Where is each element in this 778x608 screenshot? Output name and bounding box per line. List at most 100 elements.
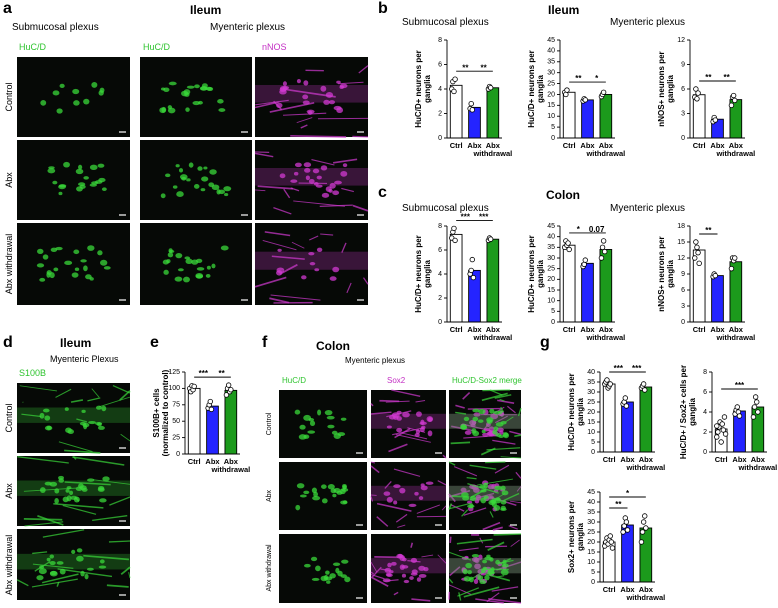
cell xyxy=(386,425,392,429)
y-tick-label: 0 xyxy=(438,135,442,142)
y-tick-label: 10 xyxy=(547,113,555,120)
y-tick-label: 6 xyxy=(438,247,442,254)
cell xyxy=(308,252,315,256)
ganglion-band xyxy=(17,553,130,570)
fiber xyxy=(500,406,505,413)
cell xyxy=(167,107,176,114)
data-point xyxy=(728,102,735,109)
x-tick-label: Abx withdrawal xyxy=(716,141,756,158)
x-tick-label: Ctrl xyxy=(449,141,463,150)
fiber xyxy=(448,578,454,584)
x-tick-label: Abx xyxy=(205,457,220,466)
cell xyxy=(306,109,315,114)
fiber xyxy=(449,536,452,544)
fiber xyxy=(119,390,131,401)
cell xyxy=(67,429,74,435)
cell xyxy=(99,498,107,503)
cell xyxy=(81,409,86,414)
data-point xyxy=(732,97,738,104)
cell xyxy=(73,100,80,106)
y-tick-label: 25 xyxy=(547,80,555,87)
fiber xyxy=(338,81,364,85)
cell xyxy=(39,277,46,282)
fiber xyxy=(481,392,508,402)
cell xyxy=(309,420,316,426)
cell xyxy=(44,415,51,421)
cell xyxy=(39,412,45,419)
y-tick-label: 12 xyxy=(677,37,685,44)
cell xyxy=(277,248,282,252)
data-point xyxy=(755,409,761,415)
micrograph xyxy=(17,140,130,220)
cell xyxy=(393,415,399,420)
cell xyxy=(330,488,337,494)
fiber xyxy=(91,388,100,398)
row-label: Abx withdrawal xyxy=(4,534,14,596)
cell xyxy=(73,249,80,255)
bar xyxy=(602,383,616,453)
cell xyxy=(64,260,73,265)
micrograph xyxy=(140,140,252,220)
data-point xyxy=(730,92,737,99)
cell xyxy=(332,562,341,566)
fiber xyxy=(42,573,79,584)
cell xyxy=(321,192,330,198)
cell xyxy=(54,497,59,504)
significance-label: * xyxy=(577,225,581,234)
cell xyxy=(325,92,334,98)
cell xyxy=(410,572,418,576)
fiber xyxy=(32,551,48,555)
cell xyxy=(279,173,286,179)
cell xyxy=(393,484,401,489)
channel-label: S100B xyxy=(19,368,47,378)
data-point xyxy=(468,267,474,274)
fiber xyxy=(457,587,480,597)
y-tick-label: 5 xyxy=(551,308,555,315)
cell xyxy=(495,559,501,565)
data-point xyxy=(469,256,475,263)
fiber xyxy=(83,554,130,561)
data-point xyxy=(607,533,613,539)
micrograph xyxy=(17,57,130,137)
cell xyxy=(337,432,346,437)
cell xyxy=(301,275,307,280)
x-tick-label: Ctrl xyxy=(187,457,201,466)
cell xyxy=(460,487,467,493)
cell xyxy=(54,488,60,494)
cell xyxy=(475,494,482,501)
fiber xyxy=(320,233,334,236)
y-tick-label: 35 xyxy=(547,59,555,66)
fiber xyxy=(70,399,84,403)
cell xyxy=(58,478,65,483)
fiber xyxy=(455,404,465,409)
x-tick-label: Abx withdrawal xyxy=(716,325,756,342)
fiber xyxy=(376,502,412,512)
y-tick-label: 6 xyxy=(681,86,685,93)
bar xyxy=(468,106,481,139)
cell xyxy=(176,191,184,198)
bar xyxy=(621,401,634,453)
y-tick-label: 10 xyxy=(587,429,595,436)
cell xyxy=(484,574,490,581)
bar xyxy=(562,244,576,323)
bar xyxy=(639,527,653,583)
data-point xyxy=(487,236,494,242)
micrograph xyxy=(371,534,446,603)
cell xyxy=(282,81,287,87)
bar xyxy=(692,94,706,139)
cell xyxy=(494,485,502,491)
fiber xyxy=(449,566,461,577)
cell xyxy=(314,268,320,272)
data-point xyxy=(712,272,718,279)
fiber xyxy=(493,533,522,536)
y-axis-label: HuC/D+ neurons per ganglia xyxy=(527,235,545,313)
fiber xyxy=(108,540,131,543)
row-label: Control xyxy=(266,412,273,436)
fiber xyxy=(64,449,101,454)
micrograph xyxy=(140,57,252,137)
y-tick-label: 30 xyxy=(547,70,555,77)
cell xyxy=(473,412,481,417)
fiber xyxy=(492,526,503,531)
data-point xyxy=(621,523,627,529)
fiber xyxy=(515,471,522,479)
